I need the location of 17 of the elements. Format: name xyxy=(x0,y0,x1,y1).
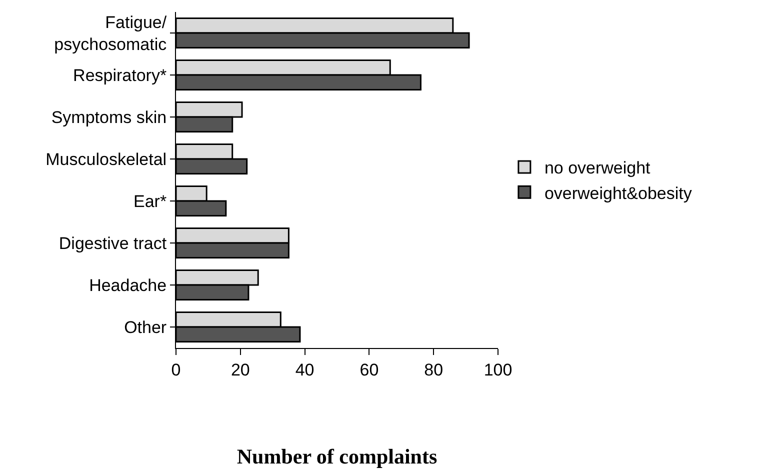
x-tick-label: 60 xyxy=(360,360,379,380)
y-tick-label: Musculoskeletal xyxy=(46,150,167,169)
x-tick-label: 20 xyxy=(230,360,250,380)
y-tick-label: Headache xyxy=(89,276,167,295)
x-tick-label: 40 xyxy=(295,360,314,380)
y-tick-label: Other xyxy=(124,318,167,337)
y-tick-label: Fatigue/ psychosomatic xyxy=(54,12,168,54)
y-tick-label: Respiratory* xyxy=(73,66,167,85)
x-tick-label: 100 xyxy=(484,360,512,380)
x-tick-label: 80 xyxy=(424,360,444,380)
x-axis-title: Number of complaints xyxy=(236,444,438,469)
legend-label: no overweight xyxy=(544,158,651,178)
y-tick-label: Symptoms skin xyxy=(51,108,167,127)
legend-label: overweight&obesity xyxy=(544,184,692,203)
y-tick-label: Ear* xyxy=(134,192,167,211)
x-tick-label: 0 xyxy=(171,360,181,380)
y-tick-label: Digestive tract xyxy=(58,234,167,253)
